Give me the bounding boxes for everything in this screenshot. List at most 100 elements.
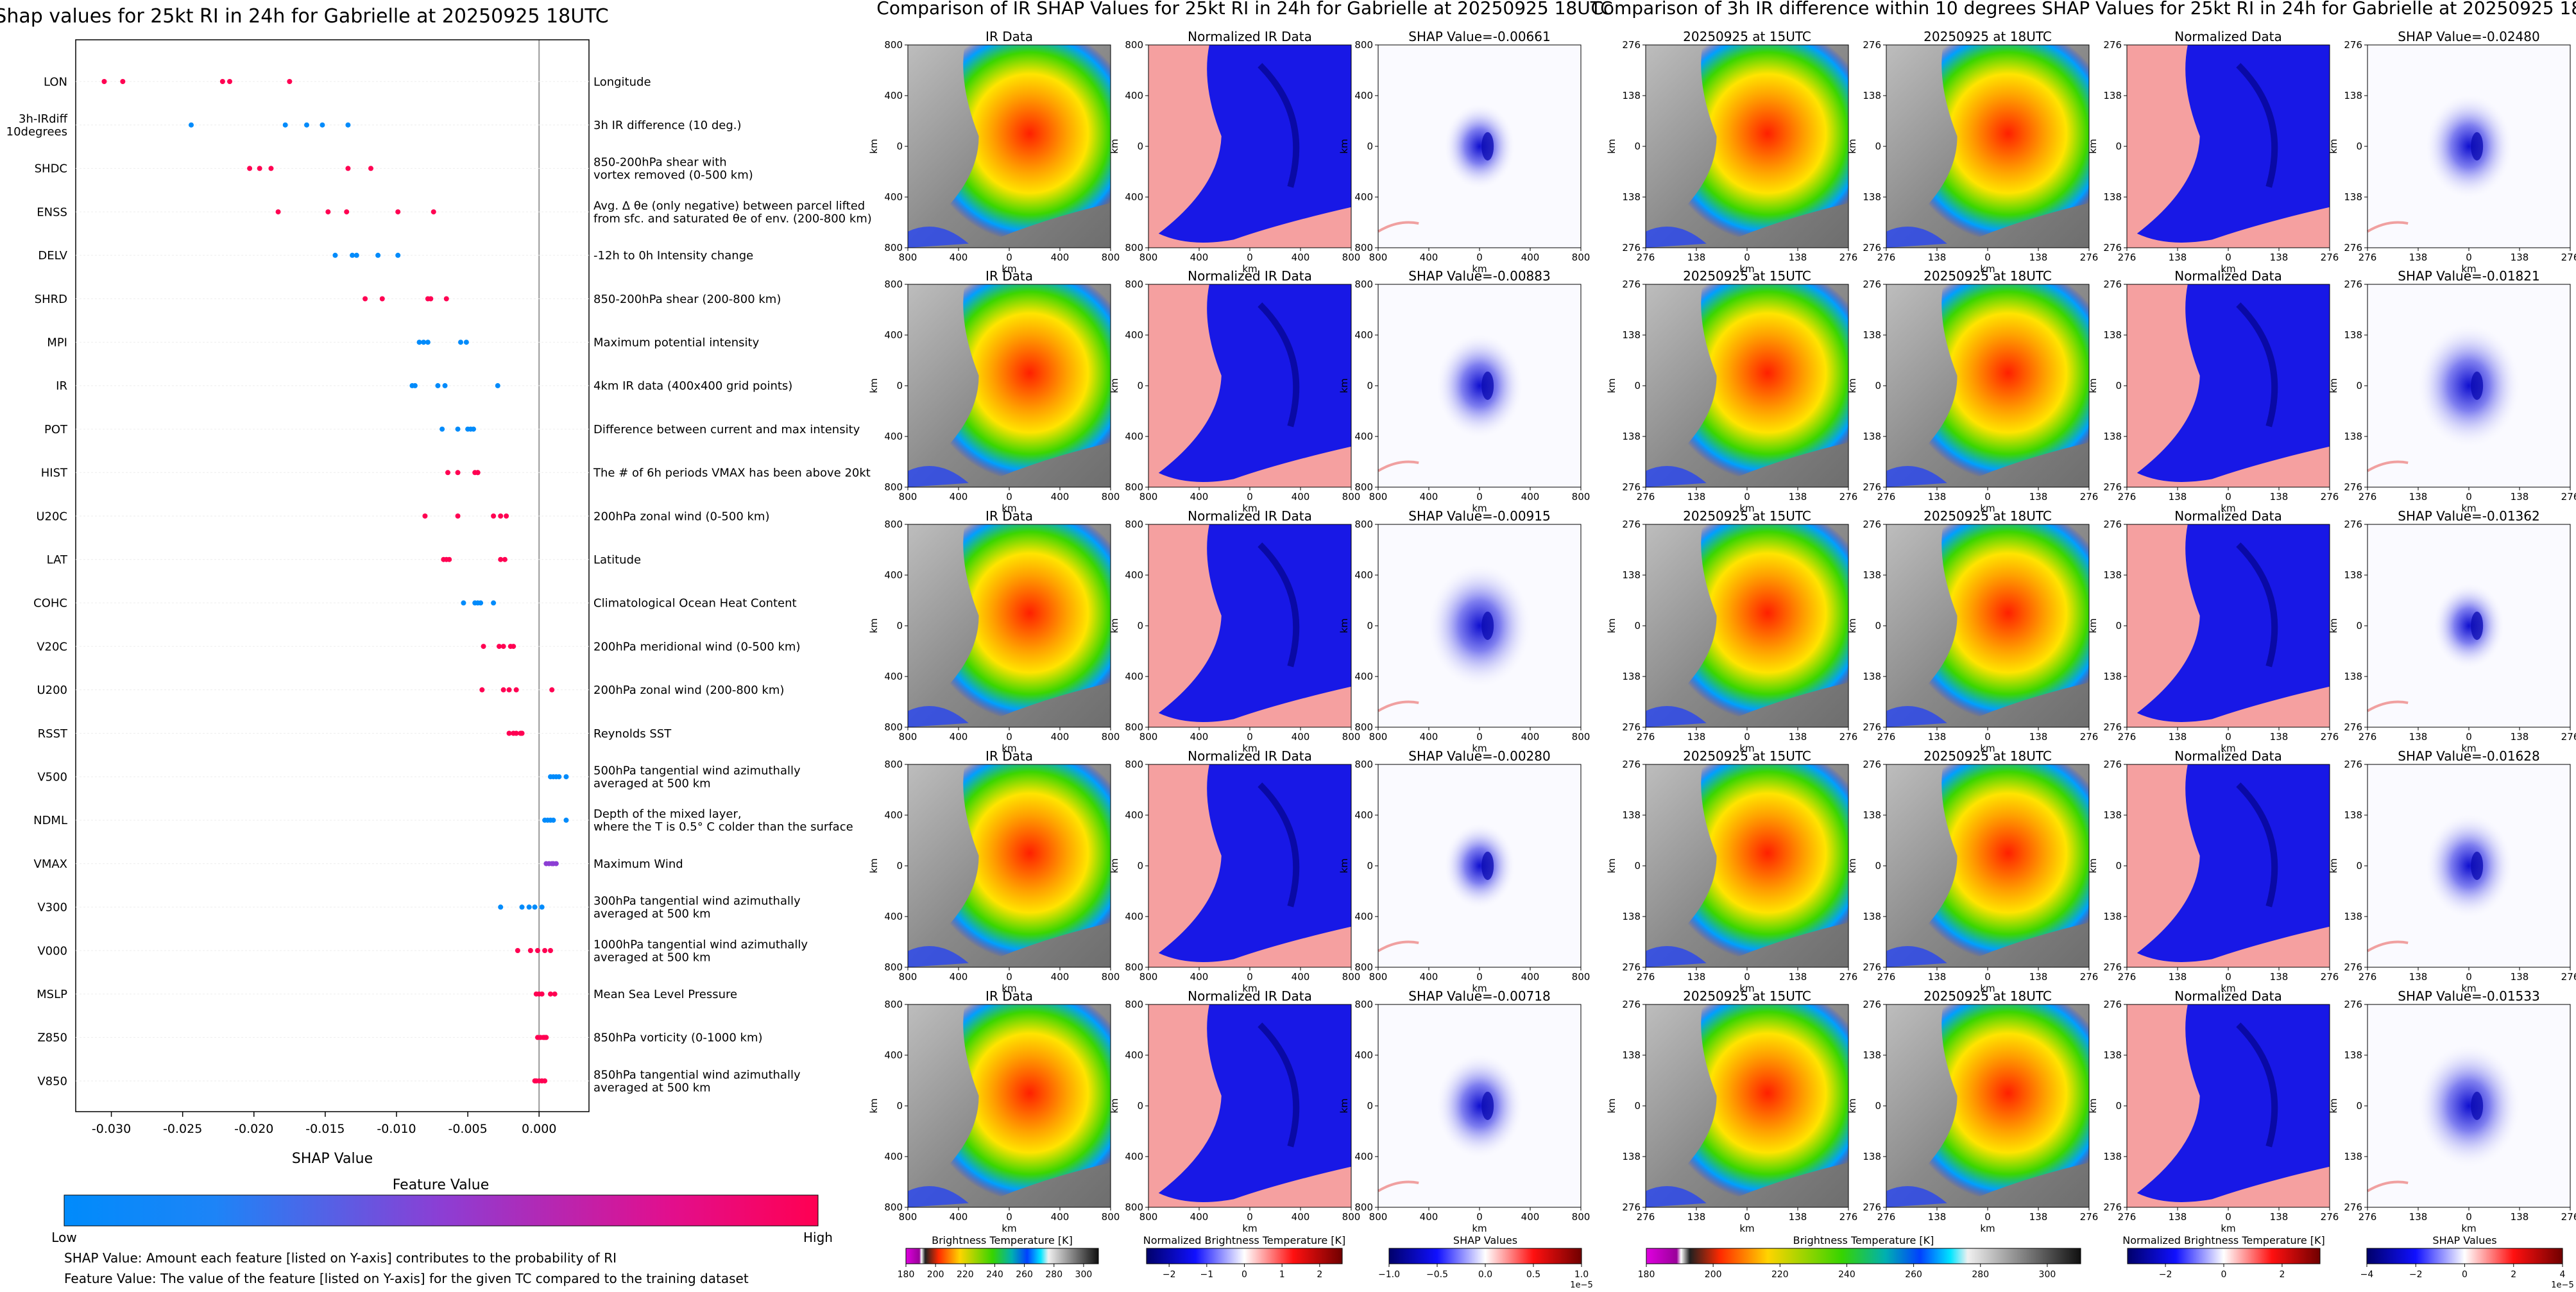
panel-xlabel: km [1472, 503, 1487, 514]
panel-xtick-label: 800 [1102, 491, 1120, 503]
panel-ytick-label: 138 [1622, 1151, 1641, 1162]
panel-xtick-label: 276 [1839, 1211, 1858, 1223]
feature-name: HIST [41, 467, 68, 480]
panel-ytick-label: 276 [1622, 279, 1641, 290]
panel-ytick-label: 800 [1125, 242, 1143, 254]
feature-description: 850hPa vorticity (0-1000 km) [593, 1031, 763, 1045]
shap-point [563, 774, 569, 780]
panel-ylabel: km [2087, 618, 2099, 633]
feature-description: 1000hPa tangential wind azimuthally avera… [593, 938, 808, 964]
panel-xtick-label: 276 [2321, 1211, 2339, 1223]
panel-ylabel: km [2328, 139, 2339, 153]
panel-xtick-label: 400 [1420, 491, 1438, 503]
shap-summary-title: Shap values for 25kt RI in 24h for Gabri… [0, 5, 609, 28]
image-panel: Normalized Data2762761381380013813827627… [2087, 29, 2339, 275]
panel-xtick-label: 138 [2169, 971, 2187, 983]
panel-ytick-label: 800 [1125, 39, 1143, 51]
shap-point [189, 122, 194, 128]
norm-cold-region [1158, 1004, 1351, 1202]
panel-ylabel: km [1109, 618, 1120, 633]
panel-ytick-label: 800 [1354, 242, 1373, 254]
image-panel: SHAP Value=-0.00883800800400400004004008… [1338, 268, 1590, 514]
shap-point [455, 470, 461, 476]
ir-cold-band [908, 465, 969, 487]
shap-point [481, 644, 486, 650]
panel-xlabel: km [2461, 503, 2476, 514]
panel-ytick-label: 0 [896, 860, 903, 872]
image-panel: SHAP Value=-0.00915800800400400004004008… [1338, 508, 1590, 754]
feature-value-colorbar: Feature Value Low High [51, 1177, 833, 1245]
panel-ytick-label: 276 [1863, 481, 1881, 493]
shap-xtick-label: -0.015 [305, 1122, 345, 1136]
panel-xtick-label: 138 [2270, 252, 2289, 263]
feature-name: V850 [37, 1074, 67, 1088]
panel-ylabel: km [1338, 378, 1350, 393]
colorbar-tick-label: −4 [2360, 1270, 2374, 1280]
panel-xtick-label: 0 [1006, 731, 1012, 743]
panel-ytick-label: 0 [1634, 1100, 1641, 1112]
colorbar-tick-label: 0 [2462, 1270, 2468, 1280]
panel-ytick-label: 276 [2103, 999, 2122, 1010]
shap-point [498, 556, 504, 562]
panel-ylabel: km [2087, 139, 2099, 153]
shap-point [425, 340, 431, 345]
feature-name: MPI [47, 336, 67, 350]
panel-xlabel: km [1242, 983, 1257, 994]
panel-ytick-label: 276 [1622, 481, 1641, 493]
panel-xtick-label: 138 [2169, 491, 2187, 503]
panel-ytick-label: 138 [1863, 809, 1881, 821]
shap-map-core [1481, 132, 1494, 161]
panel-title: Normalized Data [2174, 29, 2282, 44]
panel-ytick-label: 138 [2344, 569, 2362, 581]
panel-ytick-label: 400 [1354, 90, 1373, 101]
panel-xtick-label: 0 [2466, 491, 2472, 503]
panel-ytick-label: 276 [1622, 519, 1641, 530]
panel-ytick-label: 276 [1863, 721, 1881, 733]
panel-ytick-label: 400 [1354, 1049, 1373, 1061]
panel-ytick-label: 800 [1354, 961, 1373, 973]
panel-ylabel: km [1847, 858, 1858, 873]
norm-cold-region [2137, 45, 2330, 243]
shap-point [471, 426, 476, 432]
panel-ytick-label: 276 [2103, 279, 2122, 290]
feature-description: 850-200hPa shear (200-800 km) [593, 293, 781, 306]
panel-xtick-label: 800 [1369, 491, 1388, 503]
norm-core [1258, 302, 1300, 427]
panel-ylabel: km [2328, 1098, 2339, 1113]
ir-cold-band [1646, 465, 1707, 487]
panel-ytick-label: 400 [1354, 911, 1373, 922]
colorbar-tick-label: 240 [1838, 1270, 1855, 1280]
feature-description: Difference between current and max inten… [593, 423, 860, 436]
norm-cold-region [1158, 45, 1351, 243]
shap-point [332, 252, 338, 258]
shap-point [447, 556, 452, 562]
panel-xtick-label: 800 [1572, 491, 1591, 503]
panel-ytick-label: 800 [884, 721, 903, 733]
panel-xtick-label: 138 [2029, 1211, 2048, 1223]
panel-xtick-label: 800 [1369, 971, 1388, 983]
shap-point [219, 79, 225, 84]
colorbar-label: Normalized Brightness Temperature [K] [2122, 1234, 2325, 1246]
colorbar-gradient [1146, 1248, 1343, 1264]
image-panel: Normalized Data2762761381380013813827627… [2087, 268, 2339, 514]
panel-colorbars: Brightness Temperature [K]180 200 220 240 26… [898, 1234, 2574, 1290]
panel-xtick-label: 138 [2169, 1211, 2187, 1223]
panel-ylabel: km [868, 378, 880, 393]
panel-xtick-label: 400 [1292, 491, 1310, 503]
panel-ylabel: km [1847, 139, 1858, 153]
panel-ytick-label: 400 [884, 809, 903, 821]
shap-point [491, 513, 497, 519]
panel-ytick-label: 800 [1354, 519, 1373, 530]
panel-xtick-label: 138 [1928, 971, 1947, 983]
colorbar-tick-label: 0 [2221, 1270, 2227, 1280]
panel-ytick-label: 0 [1875, 1100, 1881, 1112]
panel-ytick-label: 138 [2344, 671, 2362, 682]
feature-name: POT [44, 423, 68, 436]
colorbar-tick-label: 220 [1771, 1270, 1789, 1280]
panel-xtick-label: 0 [2225, 971, 2231, 983]
panel-ytick-label: 138 [2344, 1151, 2362, 1162]
colorbar-tick-label: 200 [927, 1270, 944, 1280]
shap-map-blob [1435, 332, 1524, 440]
panel-xlabel: km [1980, 983, 1995, 994]
